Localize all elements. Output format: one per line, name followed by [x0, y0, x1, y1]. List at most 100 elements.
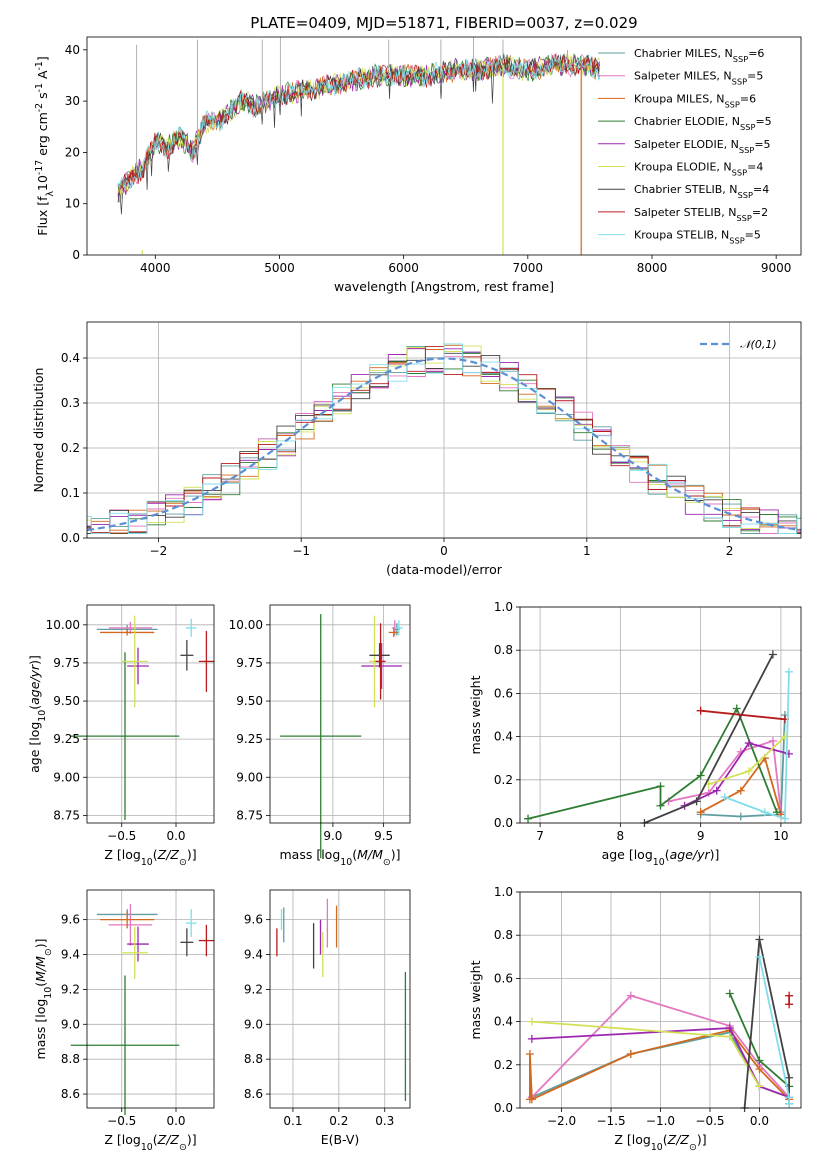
- weight-series-line: [700, 709, 785, 721]
- axes-frame: [519, 606, 802, 824]
- mass-vs-metallicity-chart: −0.5 0.0 8.6 8.8 9.0 9.2 9.4 9.6 Z [log10(Z/Z⊙)]…: [33, 889, 215, 1153]
- y-tick-label: 0.6: [494, 686, 513, 700]
- weight-point-marker: [656, 782, 665, 791]
- errorbar-point: [198, 924, 214, 957]
- weight-point-marker: [712, 786, 721, 795]
- weight-point-marker: [626, 1050, 635, 1058]
- errorbar-point: [100, 910, 155, 929]
- errorbar-point: [127, 926, 149, 962]
- weight-point-marker: [755, 935, 764, 944]
- x-axis-label: Z [log10(Z/Z⊙)]: [614, 1132, 706, 1153]
- y-tick-label: 40: [65, 43, 80, 57]
- weight-point-marker: [527, 1095, 536, 1104]
- weight-point-marker: [785, 991, 794, 1000]
- weight-series-line: [684, 742, 790, 807]
- legend-entry: Kroupa MILES, NSSP=6: [634, 92, 756, 109]
- weight-point-marker: [725, 1024, 734, 1033]
- x-axis-label: Z [log10(Z/Z⊙)]: [104, 847, 196, 868]
- y-tick-label: 8.75: [53, 808, 80, 822]
- weight-point-marker: [755, 952, 764, 961]
- legend-entry: 𝒩(0,1): [740, 338, 777, 351]
- y-axis-label: Flux [fλ10-17 erg cm-2 s-1 A-1]: [34, 56, 56, 235]
- y-tick-label: 9.50: [236, 694, 263, 708]
- x-tick-label: −1.5: [596, 1114, 625, 1128]
- errorbar-point: [388, 627, 399, 638]
- y-tick-label: 9.75: [53, 656, 80, 670]
- y-tick-label: 9.2: [244, 982, 263, 996]
- y-tick-label: 8.6: [244, 1087, 263, 1101]
- y-axis-label: mass weight: [468, 675, 483, 754]
- y-tick-label: 0.4: [61, 351, 80, 365]
- errorbar-point: [121, 615, 148, 708]
- axes-frame: [86, 36, 802, 256]
- plot-area: [117, 37, 601, 255]
- errorbar-point: [180, 640, 194, 671]
- weight-point-marker: [656, 801, 665, 810]
- age-vs-mass-chart: 9.0 9.5 8.75 9.00 9.25 9.50 9.75 10.00 mass [log…: [229, 604, 411, 868]
- y-axis-label: Normed distribution: [31, 368, 46, 493]
- y-tick-label: 9.75: [236, 656, 263, 670]
- y-tick-label: 8.8: [61, 1052, 80, 1066]
- x-axis-label: wavelength [Angstrom, rest frame]: [334, 279, 554, 294]
- x-tick-label: 0.2: [329, 1114, 348, 1128]
- weight-series: [664, 736, 785, 817]
- y-tick-label: 0.2: [494, 773, 513, 787]
- plot-area: [276, 898, 407, 1102]
- y-tick-label: 0.2: [494, 1058, 513, 1072]
- x-tick-label: −2: [150, 544, 168, 558]
- weight-point-marker: [784, 667, 793, 676]
- x-tick-label: −1: [292, 544, 310, 558]
- histogram-series: [87, 343, 801, 534]
- y-tick-label: 9.25: [53, 732, 80, 746]
- x-tick-label: 5000: [264, 261, 295, 275]
- y-tick-label: 0.0: [61, 531, 80, 545]
- legend-entry: Salpeter ELODIE, NSSP=5: [634, 138, 771, 155]
- y-tick-label: 1.0: [494, 600, 513, 614]
- y-axis-label: mass weight: [468, 960, 483, 1039]
- y-tick-label: 9.6: [61, 913, 80, 927]
- weight-series: [524, 704, 781, 823]
- y-tick-label: 9.4: [244, 948, 263, 962]
- residual-histogram: −2 −1 0 1 2 0.0 0.1 0.2 0.3 0.4 (data-model)/error…: [31, 321, 802, 577]
- plot-area: [87, 343, 801, 534]
- weight-series: [696, 706, 789, 724]
- weight-series-line: [527, 706, 778, 820]
- y-tick-label: 8.75: [236, 808, 263, 822]
- spectrum-chart: PLATE=0409, MJD=51871, FIBERID=0037, z=0…: [34, 14, 802, 294]
- weight-point-marker: [755, 1056, 764, 1065]
- axes-frame: [86, 889, 215, 1109]
- weight-point-marker: [725, 989, 734, 998]
- weight-series: [785, 991, 794, 1009]
- y-tick-label: 0.4: [494, 730, 513, 744]
- legend-entry: Chabrier STELIB, NSSP=4: [634, 183, 769, 200]
- weight-series: [720, 667, 793, 823]
- weight-point-marker: [696, 771, 705, 780]
- y-tick-label: 9.25: [236, 732, 263, 746]
- y-tick-label: 9.0: [244, 1017, 263, 1031]
- weight-point-marker: [736, 812, 745, 821]
- y-tick-label: 20: [65, 145, 80, 159]
- y-tick-label: 0.0: [494, 816, 513, 830]
- spectrum-series-line: [117, 52, 600, 201]
- x-tick-label: −0.5: [695, 1114, 724, 1128]
- x-tick-label: 8: [617, 829, 625, 843]
- weight-point-marker: [780, 814, 789, 823]
- x-tick-label: 6000: [388, 261, 419, 275]
- x-tick-label: 9: [697, 829, 705, 843]
- x-tick-label: 8000: [637, 261, 668, 275]
- weight-series: [527, 1017, 764, 1091]
- weight-point-marker: [760, 808, 769, 817]
- errorbar-point: [70, 652, 180, 820]
- x-tick-label: 9.0: [323, 829, 342, 843]
- legend-entry: Kroupa STELIB, NSSP=5: [634, 229, 761, 246]
- y-tick-label: 9.6: [244, 913, 263, 927]
- legend: Chabrier MILES, NSSP=6 Salpeter MILES, NS…: [598, 47, 772, 246]
- y-tick-label: 0: [72, 248, 80, 262]
- weight-point-marker: [785, 1099, 794, 1108]
- y-tick-label: 9.2: [61, 982, 80, 996]
- age-vs-metallicity-chart: −0.5 0.0 8.75 9.00 9.25 9.50 9.75 10.00 Z [log10…: [27, 604, 215, 868]
- errorbar-point: [280, 614, 362, 859]
- y-tick-label: 9.00: [236, 770, 263, 784]
- y-axis-label: age [log10(age/yr)]: [27, 655, 48, 773]
